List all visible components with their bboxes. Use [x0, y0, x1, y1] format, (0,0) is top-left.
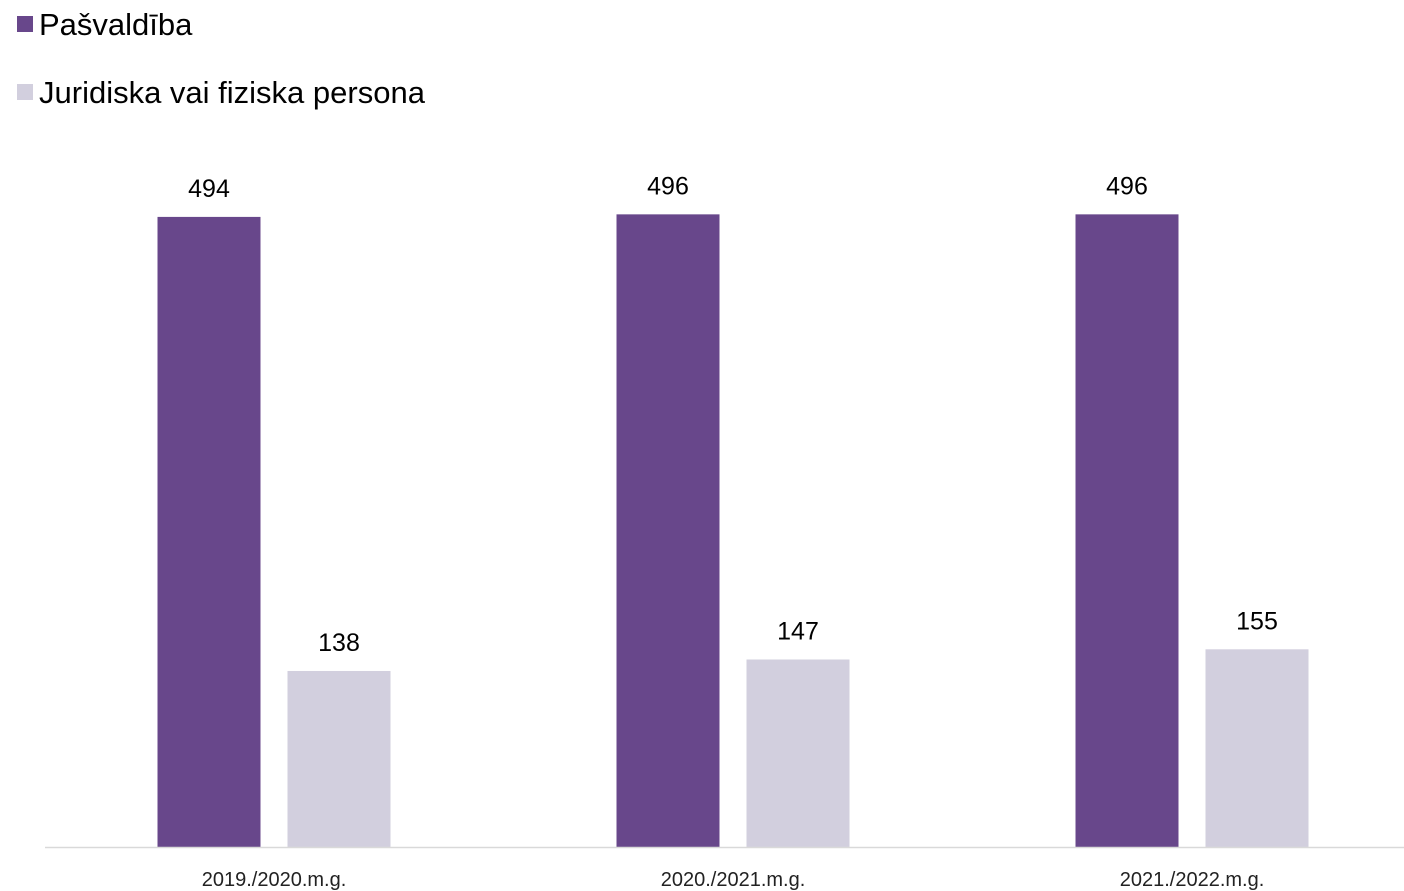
- bar: [1075, 214, 1179, 848]
- legend: Pašvaldība Juridiska vai fiziska persona: [17, 7, 426, 110]
- bar: [746, 659, 850, 847]
- data-label: 155: [1236, 607, 1278, 635]
- data-label: 496: [647, 172, 689, 200]
- bar: [157, 216, 261, 847]
- data-label: 494: [188, 175, 230, 203]
- data-label: 147: [777, 618, 819, 646]
- data-label: 138: [318, 629, 360, 657]
- category-axis-labels: 2019./2020.m.g. 2020./2021.m.g. 2021./2022…: [202, 869, 1265, 891]
- legend-swatch: [17, 16, 33, 32]
- legend-label: Juridiska vai fiziska persona: [39, 75, 426, 110]
- legend-swatch: [17, 84, 33, 100]
- plot-area: 494 496 496 138 147 155: [157, 172, 1309, 848]
- data-label: 496: [1106, 172, 1148, 200]
- bar: [287, 670, 391, 847]
- category-label: 2020./2021.m.g.: [661, 869, 806, 891]
- legend-label: Pašvaldība: [39, 7, 193, 42]
- category-label: 2021./2022.m.g.: [1120, 869, 1265, 891]
- bar: [1205, 649, 1309, 847]
- bar: [616, 214, 720, 848]
- category-label: 2019./2020.m.g.: [202, 869, 347, 891]
